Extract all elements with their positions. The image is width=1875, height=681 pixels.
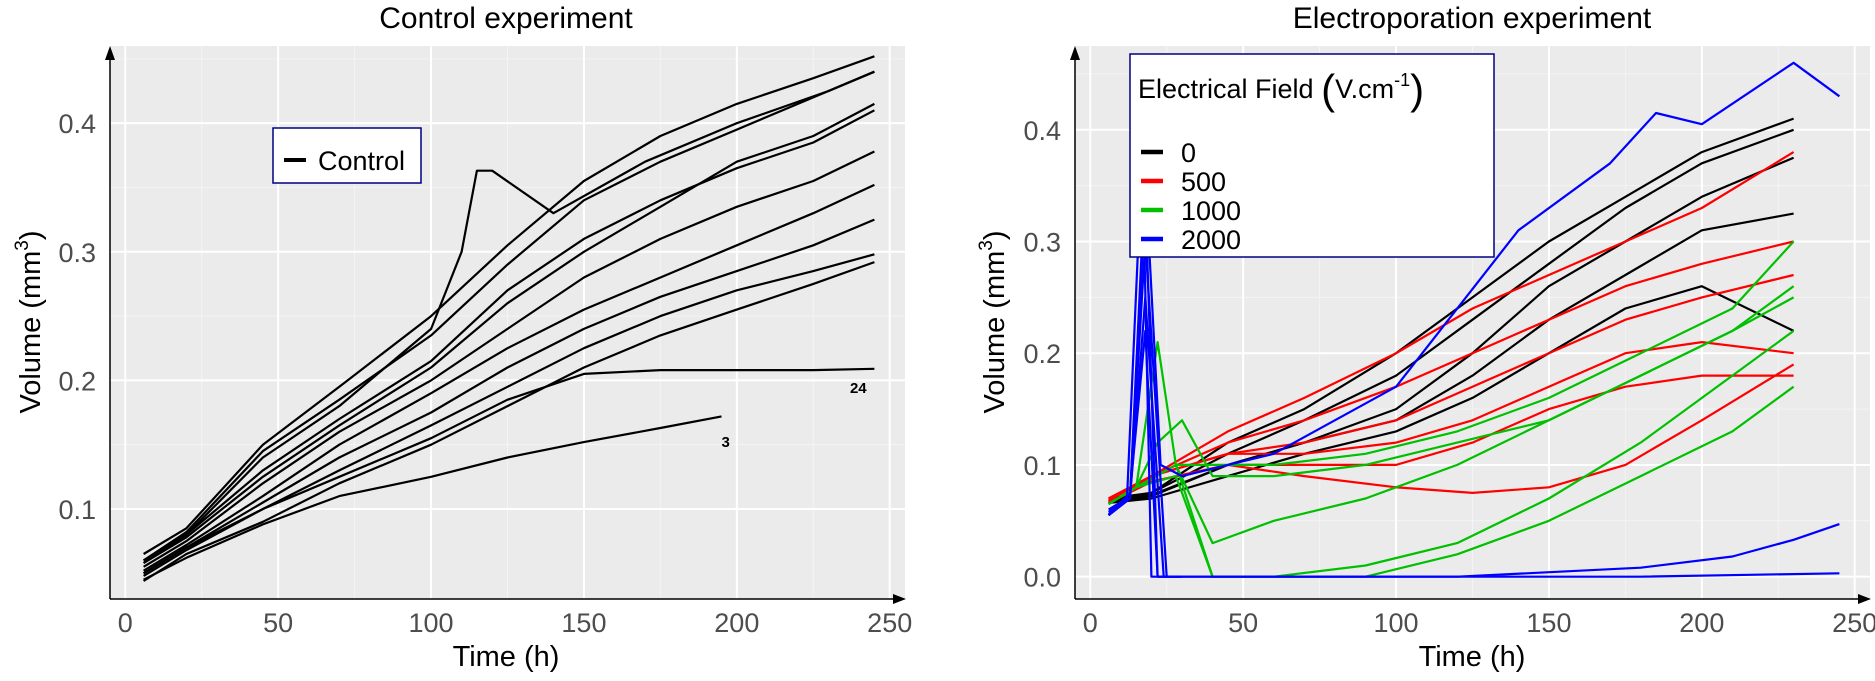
x-tick-label: 200: [714, 608, 759, 638]
legend-title: Electrical Field (V.cm-1): [1138, 66, 1424, 113]
x-tick-label: 100: [1374, 608, 1419, 638]
x-tick-label: 200: [1679, 608, 1724, 638]
series-line-500: [1108, 240, 1794, 500]
series-line-500: [1108, 151, 1795, 500]
chart-title: Electroporation experiment: [1293, 2, 1652, 35]
x-tick-label: 150: [1526, 608, 1571, 638]
x-tick-label: 50: [263, 608, 293, 638]
y-tick-label: 0.1: [58, 495, 96, 525]
series-line-control: [143, 102, 875, 564]
x-axis-arrow: [893, 594, 906, 604]
series-line-2000: [1107, 296, 1840, 578]
tick-labels: 0 50 100 150 200 250 0.1 0.2 0.3 0.4: [58, 109, 912, 638]
x-tick-label: 0: [1083, 608, 1098, 638]
x-axis-arrow: [1858, 594, 1871, 604]
y-axis-arrow: [105, 46, 115, 60]
y-tick-label: 0.2: [1023, 339, 1061, 369]
chart-title: Control experiment: [379, 2, 633, 35]
x-tick-label: 0: [118, 608, 133, 638]
annotation-label: 24: [850, 380, 867, 397]
annotations: 24 3: [722, 380, 868, 451]
series-lines: [142, 55, 875, 582]
series-line-control: [143, 183, 875, 572]
legend-label-control: Control: [318, 146, 405, 176]
series-line-0: [1108, 212, 1794, 504]
series-line-control: [143, 218, 875, 575]
series-line-0: [1108, 285, 1795, 504]
x-tick-label: 100: [409, 608, 454, 638]
legend-box: [272, 127, 422, 184]
y-axis-arrow: [1070, 46, 1080, 60]
y-axis-label: Volume (mm3): [12, 230, 47, 413]
x-axis-label: Time (h): [453, 641, 560, 673]
legend-label-500: 500: [1181, 167, 1226, 197]
series-line-control: [142, 109, 875, 564]
series-line-control: [143, 150, 875, 568]
legend-label-1000: 1000: [1181, 196, 1241, 226]
x-tick-label: 150: [561, 608, 606, 638]
y-tick-label: 0.4: [58, 109, 96, 139]
x-tick-label: 250: [1832, 608, 1875, 638]
control-panel: 0 50 100 150 200 250 0.1 0.2 0.3 0.4 Control expe…: [12, 2, 912, 673]
annotation-label: 3: [722, 434, 730, 451]
series-line-control: [143, 367, 875, 575]
series-line-control: [143, 415, 722, 581]
x-tick-label: 250: [867, 608, 912, 638]
y-tick-label: 0.2: [58, 366, 96, 396]
x-axis-label: Time (h): [1419, 641, 1526, 673]
electroporation-panel: 0 50 100 150 200 250 0.0 0.1 0.2 0.3 0.4 Electropo…: [976, 2, 1875, 673]
series-lines: [1107, 61, 1841, 578]
series-line-control: [143, 70, 875, 562]
series-line-control: [143, 55, 875, 555]
legend-label-2000: 2000: [1181, 225, 1241, 255]
y-tick-label: 0.1: [1023, 451, 1061, 481]
y-tick-label: 0.3: [58, 238, 96, 268]
y-tick-label: 0.4: [1023, 116, 1061, 146]
x-tick-label: 50: [1228, 608, 1258, 638]
y-axis-label: Volume (mm3): [976, 230, 1011, 413]
tick-labels: 0 50 100 150 200 250 0.0 0.1 0.2 0.3 0.4: [1023, 116, 1875, 638]
legend-box: [1129, 53, 1495, 258]
legend-label-0: 0: [1181, 138, 1196, 168]
y-tick-label: 0.0: [1023, 563, 1061, 593]
legend: Control: [272, 127, 422, 184]
y-tick-label: 0.3: [1023, 228, 1061, 258]
series-line-1000: [1108, 330, 1795, 578]
series-line-control: [143, 261, 875, 582]
series-line-0: [1108, 117, 1794, 500]
series-line-control: [142, 70, 875, 562]
